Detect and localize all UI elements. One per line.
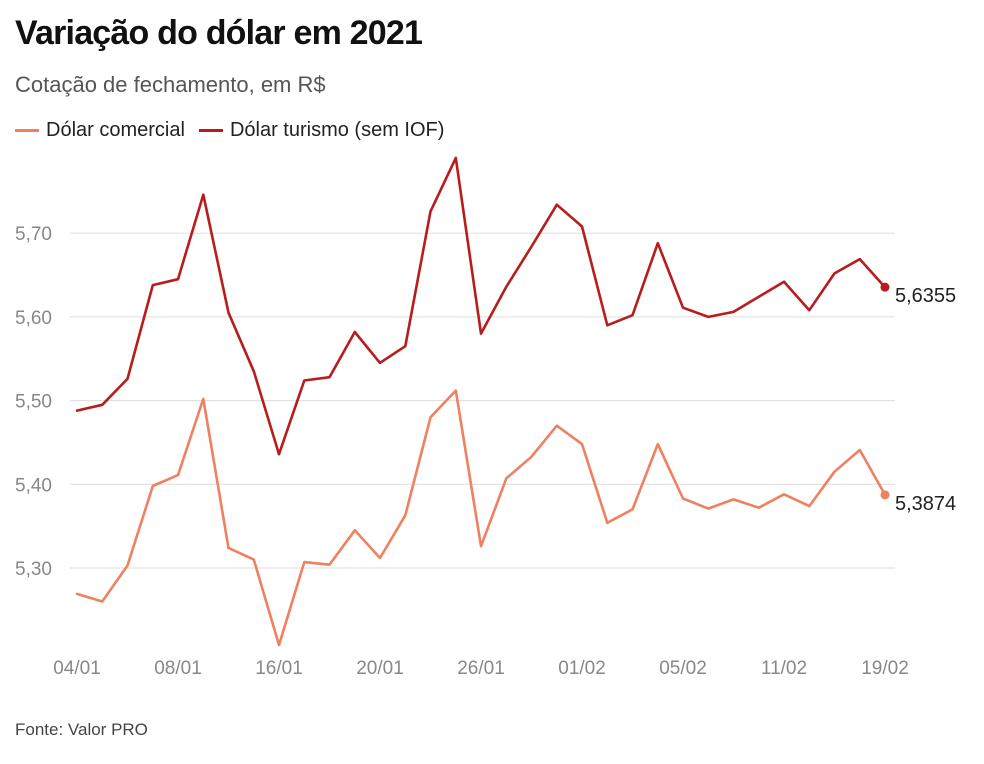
y-tick-label: 5,60: [15, 308, 52, 329]
legend-item-turismo: Dólar turismo (sem IOF): [198, 119, 445, 142]
y-tick-label: 5,40: [15, 475, 52, 496]
x-tick-label: 05/02: [659, 658, 707, 679]
end-value-label-comercial: 5,3874: [895, 493, 956, 515]
chart-subtitle: Cotação de fechamento, em R$: [15, 72, 326, 97]
x-tick-label: 11/02: [761, 658, 807, 679]
legend-swatch-comercial: [15, 129, 39, 132]
series-line-turismo: [75, 156, 887, 456]
series-line-comercial: [75, 389, 887, 647]
x-axis-ticks: 04/01 08/01 16/01 20/01 26/01 01/02 05/02 11/02…: [53, 658, 909, 679]
x-tick-label: 26/01: [457, 658, 505, 679]
x-tick-label: 19/02: [861, 658, 909, 679]
x-tick-label: 01/02: [558, 658, 606, 679]
gridlines: [70, 232, 895, 569]
legend: Dólar comercial Dólar turismo (sem IOF): [15, 119, 458, 142]
x-tick-label: 16/01: [255, 658, 303, 679]
legend-label-comercial: Dólar comercial: [46, 119, 185, 141]
source-note: Fonte: Valor PRO: [15, 720, 148, 739]
end-value-label-turismo: 5,6355: [895, 285, 956, 307]
end-point-turismo: [880, 282, 890, 292]
legend-item-comercial: Dólar comercial: [15, 119, 185, 142]
x-tick-label: 20/01: [356, 658, 404, 679]
chart-title: Variação do dólar em 2021: [15, 14, 423, 52]
legend-label-turismo: Dólar turismo (sem IOF): [229, 119, 445, 141]
series-lines: [75, 156, 887, 647]
y-tick-label: 5,50: [15, 392, 52, 413]
legend-swatch-turismo: [198, 129, 223, 132]
y-tick-label: 5,30: [15, 559, 52, 580]
x-tick-label: 08/01: [154, 658, 202, 679]
end-point-comercial: [880, 490, 890, 500]
y-axis-ticks: 5,30 5,40 5,50 5,60 5,70: [15, 224, 52, 580]
end-markers: 5,3874 5,6355: [880, 282, 956, 515]
x-tick-label: 04/01: [53, 658, 101, 679]
y-tick-label: 5,70: [15, 224, 52, 245]
